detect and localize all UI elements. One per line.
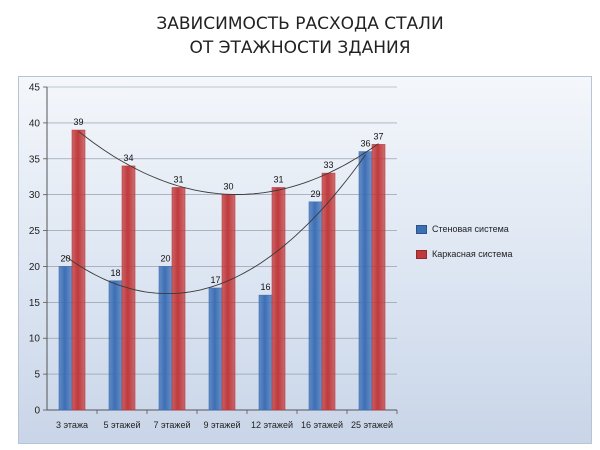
- y-tick-label: 5: [34, 370, 40, 381]
- bar-frame: [171, 187, 186, 411]
- data-label-frame: 30: [223, 182, 233, 192]
- data-label-wall: 29: [310, 189, 320, 199]
- x-tick-label: 9 этажей: [204, 420, 241, 430]
- chart-title-line-2: ОТ ЭТАЖНОСТИ ЗДАНИЯ: [189, 38, 411, 58]
- data-label-frame: 31: [273, 174, 283, 184]
- bar-frame: [371, 144, 386, 411]
- bar-wall: [208, 287, 223, 411]
- bar-wall: [308, 201, 323, 411]
- legend-label-wall: Стеновая система: [432, 224, 509, 234]
- bar-frame: [271, 187, 286, 411]
- x-tick-label: 25 этажей: [351, 420, 393, 430]
- x-tick-label: 3 этажа: [56, 420, 88, 430]
- legend-label-frame: Каркасная система: [432, 249, 513, 259]
- data-label-frame: 39: [73, 117, 83, 127]
- bar-frame: [221, 194, 236, 411]
- legend-swatch-frame: [416, 249, 427, 259]
- x-tick-label: 16 этажей: [301, 420, 343, 430]
- y-tick-label: 10: [29, 334, 41, 345]
- y-tick-label: 40: [29, 118, 41, 129]
- legend-swatch-wall: [416, 224, 427, 234]
- y-tick-label: 15: [29, 298, 41, 309]
- data-label-wall: 16: [260, 282, 270, 292]
- y-tick-label: 20: [29, 262, 41, 273]
- data-label-wall: 18: [110, 268, 120, 278]
- bar-wall: [108, 280, 123, 411]
- chart-legend: Стеновая система Каркасная система: [416, 222, 513, 272]
- y-tick-label: 35: [29, 154, 41, 165]
- legend-item-frame: Каркасная система: [416, 247, 513, 261]
- chart-title-line-1: ЗАВИСИМОСТЬ РАСХОДА СТАЛИ: [156, 14, 444, 34]
- data-label-frame: 31: [173, 174, 183, 184]
- legend-item-wall: Стеновая система: [416, 222, 513, 236]
- x-tick-label: 5 этажей: [104, 420, 141, 430]
- data-label-frame: 37: [373, 131, 383, 141]
- y-tick-label: 0: [34, 406, 40, 417]
- data-label-wall: 20: [160, 253, 170, 263]
- bar-wall: [158, 266, 173, 411]
- y-tick-label: 30: [29, 190, 41, 201]
- data-label-wall: 17: [210, 275, 220, 285]
- data-label-frame: 33: [323, 160, 333, 170]
- trendline-frame: [78, 130, 379, 195]
- bar-frame: [71, 129, 86, 411]
- bar-wall: [358, 151, 373, 411]
- trendline-wall: [65, 154, 366, 295]
- bar-frame: [321, 172, 336, 411]
- x-tick-label: 12 этажей: [251, 420, 293, 430]
- data-label-wall: 36: [360, 139, 370, 149]
- x-tick-label: 7 этажей: [154, 420, 191, 430]
- data-label-frame: 34: [123, 153, 133, 163]
- data-label-wall: 20: [60, 253, 70, 263]
- bar-wall: [58, 266, 73, 411]
- y-tick-label: 25: [29, 226, 41, 237]
- y-tick-label: 45: [29, 83, 41, 94]
- bar-wall: [258, 294, 273, 411]
